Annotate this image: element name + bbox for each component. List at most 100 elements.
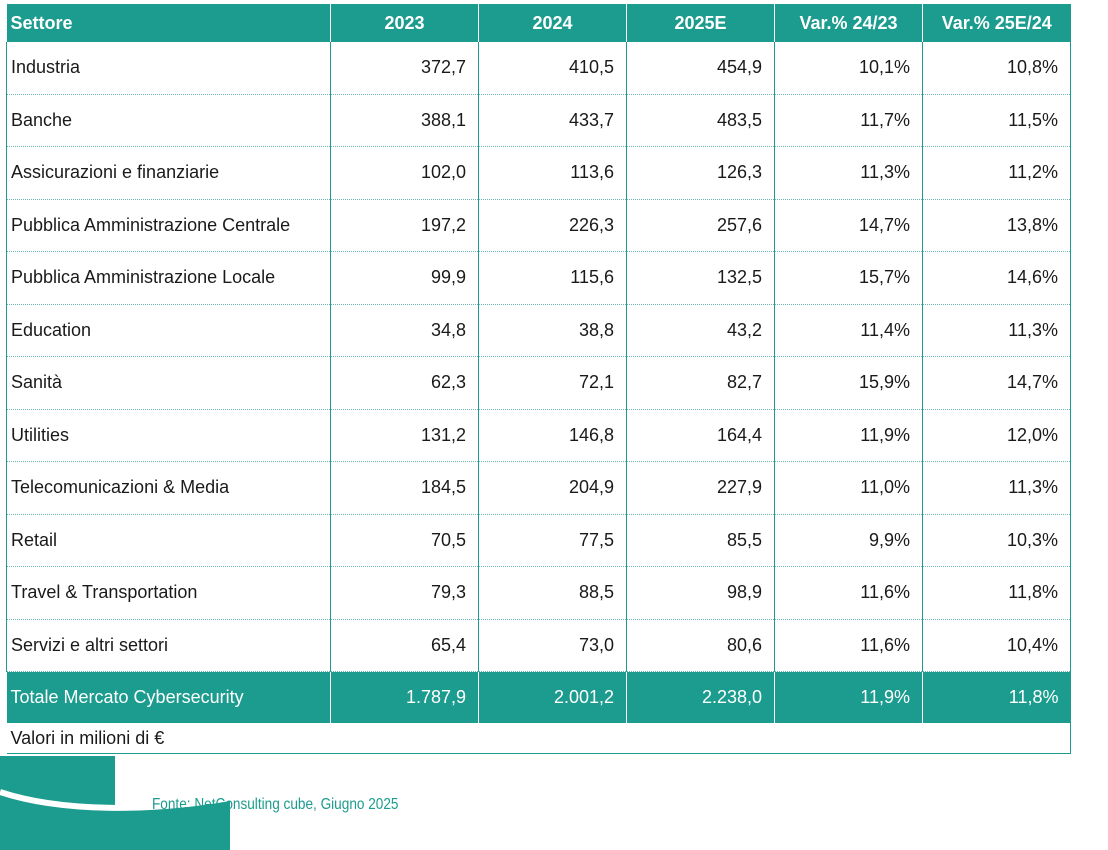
value-cell: 13,8% <box>922 199 1071 252</box>
value-cell: 11,6% <box>774 619 923 672</box>
value-cell: 11,9% <box>774 409 923 462</box>
value-cell: 98,9 <box>626 566 775 620</box>
sector-name-cell: Education <box>6 304 331 357</box>
value-cell: 14,7% <box>774 199 923 252</box>
value-cell: 80,6 <box>626 619 775 672</box>
value-cell: 372,7 <box>330 42 479 95</box>
value-cell: 226,3 <box>478 199 627 252</box>
value-cell: 115,6 <box>478 251 627 305</box>
header-settore: Settore <box>6 4 331 42</box>
table-row: Sanità 62,3 72,1 82,7 15,9% 14,7% <box>6 356 1071 410</box>
value-cell: 132,5 <box>626 251 775 305</box>
sector-name-cell: Telecomunicazioni & Media <box>6 461 331 515</box>
value-cell: 10,1% <box>774 42 923 95</box>
value-cell: 197,2 <box>330 199 479 252</box>
value-cell: 12,0% <box>922 409 1071 462</box>
value-cell: 10,4% <box>922 619 1071 672</box>
value-cell: 10,3% <box>922 514 1071 567</box>
total-value-cell: 1.787,9 <box>330 671 479 723</box>
header-col-1: 2023 <box>330 4 479 42</box>
value-cell: 73,0 <box>478 619 627 672</box>
value-cell: 14,7% <box>922 356 1071 410</box>
value-cell: 164,4 <box>626 409 775 462</box>
value-cell: 410,5 <box>478 42 627 95</box>
sector-name-cell: Industria <box>6 42 331 95</box>
value-cell: 79,3 <box>330 566 479 620</box>
table-row: Pubblica Amministrazione Locale 99,9 115,6… <box>6 251 1071 305</box>
value-cell: 388,1 <box>330 94 479 147</box>
total-row: Totale Mercato Cybersecurity 1.787,9 2.001… <box>6 671 1071 723</box>
value-cell: 11,3% <box>774 146 923 200</box>
header-col-5: Var.% 25E/24 <box>922 4 1071 42</box>
value-cell: 9,9% <box>774 514 923 567</box>
value-cell: 65,4 <box>330 619 479 672</box>
table-row: Assicurazioni e finanziarie 102,0 113,6 126… <box>6 146 1071 200</box>
value-cell: 102,0 <box>330 146 479 200</box>
header-col-4: Var.% 24/23 <box>774 4 923 42</box>
value-cell: 70,5 <box>330 514 479 567</box>
value-cell: 11,5% <box>922 94 1071 147</box>
sector-name-cell: Retail <box>6 514 331 567</box>
value-cell: 85,5 <box>626 514 775 567</box>
value-cell: 146,8 <box>478 409 627 462</box>
value-cell: 62,3 <box>330 356 479 410</box>
value-cell: 11,2% <box>922 146 1071 200</box>
table-footer: Totale Mercato Cybersecurity 1.787,9 2.001… <box>6 671 1071 754</box>
value-cell: 15,9% <box>774 356 923 410</box>
total-label-cell: Totale Mercato Cybersecurity <box>6 671 331 723</box>
value-cell: 82,7 <box>626 356 775 410</box>
total-value-cell: 11,8% <box>922 671 1071 723</box>
value-cell: 227,9 <box>626 461 775 515</box>
value-cell: 11,6% <box>774 566 923 620</box>
sector-name-cell: Sanità <box>6 356 331 410</box>
value-cell: 126,3 <box>626 146 775 200</box>
value-cell: 483,5 <box>626 94 775 147</box>
sector-name-cell: Pubblica Amministrazione Centrale <box>6 199 331 252</box>
table-header: Settore 2023 2024 2025E Var.% 24/23 Var.% 25E… <box>6 4 1071 42</box>
cybersecurity-market-table: Settore 2023 2024 2025E Var.% 24/23 Var.% 25E… <box>6 4 1071 754</box>
sector-name-cell: Travel & Transportation <box>6 566 331 620</box>
value-cell: 43,2 <box>626 304 775 357</box>
sector-name-cell: Banche <box>6 94 331 147</box>
table-row: Travel & Transportation 79,3 88,5 98,9 11,6%… <box>6 566 1071 620</box>
header-col-3: 2025E <box>626 4 775 42</box>
value-cell: 11,3% <box>922 304 1071 357</box>
value-cell: 454,9 <box>626 42 775 95</box>
value-cell: 184,5 <box>330 461 479 515</box>
total-value-cell: 2.238,0 <box>626 671 775 723</box>
value-cell: 72,1 <box>478 356 627 410</box>
value-cell: 38,8 <box>478 304 627 357</box>
table-row: Retail 70,5 77,5 85,5 9,9% 10,3% <box>6 514 1071 567</box>
value-cell: 204,9 <box>478 461 627 515</box>
value-cell: 433,7 <box>478 94 627 147</box>
decorative-wave <box>0 789 230 850</box>
sector-name-cell: Servizi e altri settori <box>6 619 331 672</box>
header-row: Settore 2023 2024 2025E Var.% 24/23 Var.% 25E… <box>6 4 1071 42</box>
table-row: Education 34,8 38,8 43,2 11,4% 11,3% <box>6 304 1071 357</box>
table-row: Utilities 131,2 146,8 164,4 11,9% 12,0% <box>6 409 1071 462</box>
table-row: Telecomunicazioni & Media 184,5 204,9 227,9… <box>6 461 1071 515</box>
sector-name-cell: Assicurazioni e finanziarie <box>6 146 331 200</box>
value-cell: 34,8 <box>330 304 479 357</box>
value-cell: 131,2 <box>330 409 479 462</box>
total-value-cell: 2.001,2 <box>478 671 627 723</box>
header-col-2: 2024 <box>478 4 627 42</box>
value-cell: 11,8% <box>922 566 1071 620</box>
value-cell: 99,9 <box>330 251 479 305</box>
sector-name-cell: Pubblica Amministrazione Locale <box>6 251 331 305</box>
value-cell: 113,6 <box>478 146 627 200</box>
table-body: Industria 372,7 410,5 454,9 10,1% 10,8% Banche… <box>6 42 1071 672</box>
sector-name-cell: Utilities <box>6 409 331 462</box>
value-cell: 257,6 <box>626 199 775 252</box>
table-row: Servizi e altri settori 65,4 73,0 80,6 11,6%… <box>6 619 1071 672</box>
value-cell: 77,5 <box>478 514 627 567</box>
table-row: Pubblica Amministrazione Centrale 197,2 22… <box>6 199 1071 252</box>
total-value-cell: 11,9% <box>774 671 923 723</box>
note-row: Valori in milioni di € <box>6 722 1071 754</box>
unit-note: Valori in milioni di € <box>6 722 1071 754</box>
table-row: Banche 388,1 433,7 483,5 11,7% 11,5% <box>6 94 1071 147</box>
table-row: Industria 372,7 410,5 454,9 10,1% 10,8% <box>6 42 1071 95</box>
value-cell: 11,7% <box>774 94 923 147</box>
source-caption: Fonte: NetConsulting cube, Giugno 2025 <box>152 796 399 813</box>
value-cell: 11,0% <box>774 461 923 515</box>
